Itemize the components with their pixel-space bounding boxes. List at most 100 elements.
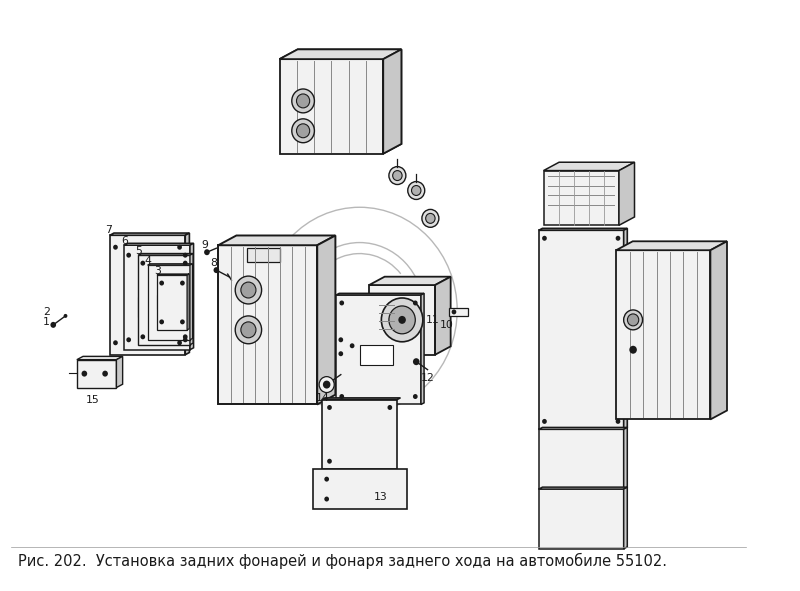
Polygon shape bbox=[624, 427, 627, 489]
Circle shape bbox=[64, 314, 67, 318]
Polygon shape bbox=[147, 265, 190, 340]
Circle shape bbox=[542, 236, 547, 241]
Polygon shape bbox=[218, 245, 318, 404]
Text: 10: 10 bbox=[440, 320, 454, 330]
Circle shape bbox=[382, 298, 423, 342]
Circle shape bbox=[408, 181, 425, 199]
Text: 3: 3 bbox=[154, 266, 161, 276]
Polygon shape bbox=[313, 469, 407, 509]
Polygon shape bbox=[624, 487, 627, 549]
Circle shape bbox=[183, 335, 187, 339]
Polygon shape bbox=[190, 243, 194, 350]
Circle shape bbox=[411, 186, 421, 196]
Text: 1: 1 bbox=[43, 317, 50, 327]
Circle shape bbox=[339, 394, 344, 399]
Circle shape bbox=[292, 89, 314, 113]
Text: 8: 8 bbox=[210, 258, 218, 268]
Polygon shape bbox=[383, 50, 402, 154]
Polygon shape bbox=[218, 235, 335, 245]
Circle shape bbox=[413, 300, 418, 306]
Polygon shape bbox=[129, 295, 165, 317]
Circle shape bbox=[235, 276, 262, 304]
Circle shape bbox=[141, 335, 145, 339]
Polygon shape bbox=[246, 248, 279, 262]
Text: 14: 14 bbox=[315, 392, 329, 402]
Polygon shape bbox=[539, 487, 627, 489]
Circle shape bbox=[338, 337, 343, 342]
Circle shape bbox=[389, 167, 406, 184]
Polygon shape bbox=[435, 277, 450, 355]
Text: 6: 6 bbox=[121, 236, 128, 246]
Circle shape bbox=[297, 94, 310, 108]
Circle shape bbox=[413, 358, 419, 365]
Circle shape bbox=[393, 171, 402, 180]
Circle shape bbox=[327, 459, 332, 464]
Text: 15: 15 bbox=[86, 395, 100, 404]
Text: 9: 9 bbox=[202, 240, 208, 250]
Text: Рис. 202.  Установка задних фонарей и фонаря заднего хода на автомобиле 55102.: Рис. 202. Установка задних фонарей и фон… bbox=[18, 553, 667, 569]
Polygon shape bbox=[190, 264, 193, 340]
Circle shape bbox=[159, 319, 164, 324]
Circle shape bbox=[241, 282, 256, 298]
Circle shape bbox=[338, 351, 343, 356]
Text: 4: 4 bbox=[145, 256, 151, 266]
Polygon shape bbox=[124, 243, 194, 245]
Polygon shape bbox=[157, 275, 187, 330]
Circle shape bbox=[141, 261, 145, 265]
Text: 7: 7 bbox=[105, 225, 112, 235]
Text: 2: 2 bbox=[43, 307, 50, 317]
Polygon shape bbox=[110, 235, 186, 355]
Circle shape bbox=[616, 236, 620, 241]
Circle shape bbox=[422, 209, 439, 228]
Polygon shape bbox=[450, 308, 468, 316]
Polygon shape bbox=[157, 274, 190, 275]
Polygon shape bbox=[616, 250, 710, 420]
Circle shape bbox=[292, 119, 314, 142]
Circle shape bbox=[235, 316, 262, 344]
Polygon shape bbox=[77, 356, 122, 360]
Circle shape bbox=[183, 337, 187, 342]
Polygon shape bbox=[77, 360, 117, 388]
Polygon shape bbox=[539, 427, 627, 430]
Circle shape bbox=[339, 300, 344, 306]
Polygon shape bbox=[624, 228, 627, 430]
Circle shape bbox=[204, 249, 210, 255]
Circle shape bbox=[178, 340, 182, 345]
Polygon shape bbox=[539, 489, 624, 549]
Circle shape bbox=[624, 310, 642, 330]
Polygon shape bbox=[543, 171, 619, 225]
Polygon shape bbox=[421, 293, 424, 404]
Polygon shape bbox=[138, 297, 170, 317]
Circle shape bbox=[126, 253, 131, 258]
Circle shape bbox=[387, 405, 392, 410]
Circle shape bbox=[126, 337, 131, 342]
Polygon shape bbox=[360, 345, 393, 365]
Circle shape bbox=[627, 314, 638, 326]
Circle shape bbox=[180, 319, 185, 324]
Circle shape bbox=[616, 419, 620, 424]
Circle shape bbox=[413, 394, 418, 399]
Circle shape bbox=[82, 371, 87, 376]
Polygon shape bbox=[619, 162, 634, 225]
Circle shape bbox=[426, 213, 435, 223]
Circle shape bbox=[214, 267, 219, 273]
Text: 5: 5 bbox=[135, 246, 142, 256]
Circle shape bbox=[324, 496, 329, 502]
Circle shape bbox=[102, 371, 108, 376]
Circle shape bbox=[159, 281, 164, 285]
Circle shape bbox=[350, 343, 354, 348]
Circle shape bbox=[389, 306, 415, 334]
Polygon shape bbox=[110, 233, 190, 235]
Circle shape bbox=[324, 477, 329, 482]
Polygon shape bbox=[186, 233, 190, 355]
Polygon shape bbox=[279, 59, 383, 154]
Polygon shape bbox=[138, 255, 190, 345]
Polygon shape bbox=[318, 235, 335, 404]
Circle shape bbox=[451, 310, 456, 314]
Polygon shape bbox=[543, 162, 634, 171]
Polygon shape bbox=[616, 241, 727, 250]
Circle shape bbox=[630, 346, 637, 354]
Circle shape bbox=[241, 322, 256, 338]
Polygon shape bbox=[279, 50, 402, 59]
Polygon shape bbox=[279, 50, 402, 59]
